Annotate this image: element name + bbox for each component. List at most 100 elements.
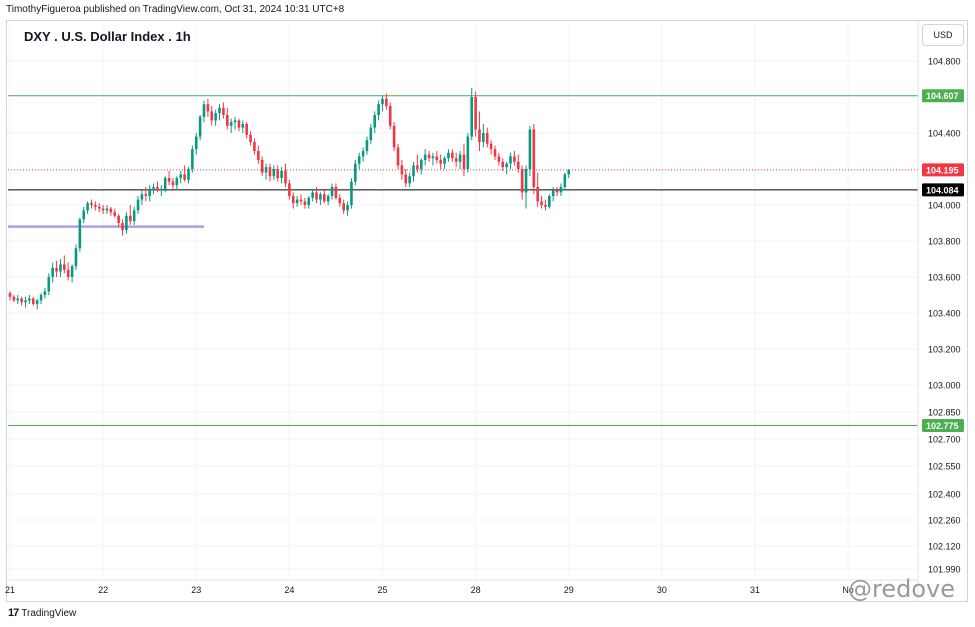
price-label-text: 104.607 — [926, 91, 959, 101]
candle-body — [392, 125, 396, 148]
price-tick-label: 103.600 — [928, 273, 961, 283]
candle-body — [361, 151, 365, 157]
candle-body — [39, 295, 43, 301]
candle-body — [431, 156, 435, 159]
candle-body — [319, 194, 322, 200]
candle-body — [291, 196, 295, 204]
candle-body — [439, 160, 442, 164]
candle-body — [474, 97, 477, 130]
candle-body — [225, 115, 229, 126]
candle-body — [342, 203, 345, 211]
candle-body — [206, 104, 210, 112]
candle-body — [160, 188, 163, 191]
candle-body — [559, 187, 563, 193]
candle-body — [237, 120, 241, 128]
time-tick-label: 25 — [377, 585, 387, 595]
candle-body — [388, 106, 392, 126]
candle-body — [35, 300, 39, 304]
candle-body — [94, 205, 97, 207]
price-tick-label: 101.990 — [928, 565, 961, 575]
candle-body — [563, 174, 567, 187]
candle-body — [218, 107, 221, 114]
candle-body — [299, 199, 303, 202]
candle-body — [101, 208, 105, 211]
candle-body — [295, 199, 299, 204]
candle-body — [132, 210, 136, 222]
time-tick-label: 29 — [564, 585, 574, 595]
watermark: @redove — [848, 575, 955, 603]
candle-body — [249, 134, 252, 142]
candle-body — [497, 156, 501, 162]
candle-body — [373, 115, 377, 128]
chart-frame — [6, 20, 968, 602]
candle-body — [322, 194, 326, 202]
candle-body — [43, 291, 47, 295]
candle-body — [187, 169, 190, 180]
candle-body — [51, 268, 54, 277]
time-tick-label: 21 — [5, 585, 15, 595]
price-tick-label: 102.120 — [928, 542, 961, 552]
candle-body — [12, 296, 16, 301]
candle-body — [183, 174, 186, 180]
price-tick-label: 103.200 — [928, 345, 961, 355]
candle-body — [516, 161, 520, 169]
candle-body — [369, 127, 373, 141]
candle-body — [144, 194, 148, 196]
candle-body — [90, 203, 93, 205]
candle-body — [8, 293, 12, 297]
candle-body — [485, 133, 489, 144]
candle-body — [117, 215, 120, 223]
price-tick-label: 104.400 — [928, 129, 961, 139]
candle-body — [97, 206, 101, 209]
candle-body — [350, 181, 353, 205]
candle-body — [113, 212, 117, 216]
candle-body — [555, 190, 559, 193]
candle-body — [427, 154, 431, 159]
candle-body — [435, 156, 439, 160]
candle-body — [509, 156, 512, 164]
price-label-text: 104.084 — [926, 185, 959, 195]
price-labels: 104.607 104.195 104.084 102.775 — [922, 89, 964, 432]
candle-body — [470, 97, 474, 137]
candle-body — [74, 248, 78, 267]
price-tick-label: 102.400 — [928, 490, 961, 500]
brand-text: TradingView — [21, 607, 77, 619]
currency-selector[interactable]: USD — [922, 24, 964, 46]
time-tick-label: 30 — [657, 585, 667, 595]
candle-body — [121, 223, 124, 231]
candle-body — [78, 219, 82, 249]
price-label-box — [922, 419, 964, 432]
candle-body — [156, 187, 159, 191]
price-tick-label: 103.000 — [928, 381, 961, 391]
candle-body — [86, 203, 89, 211]
candle-body — [152, 187, 155, 189]
candle-body — [419, 160, 423, 169]
candle-body — [128, 215, 132, 222]
price-label-text: 104.195 — [926, 165, 959, 175]
candle-body — [536, 187, 539, 202]
candle-body — [202, 104, 206, 117]
tradingview-logo-icon: 17 — [8, 607, 19, 619]
candle-body — [396, 147, 400, 166]
candle-body — [400, 165, 404, 175]
candle-body — [268, 167, 272, 177]
candle-body — [532, 129, 536, 187]
time-tick-label: 31 — [750, 585, 760, 595]
candle-body — [447, 152, 450, 159]
price-tick-label: 102.700 — [928, 435, 961, 445]
price-tick-label: 103.800 — [928, 237, 961, 247]
candle-body — [288, 183, 291, 196]
price-label-box — [922, 163, 964, 177]
candle-body — [148, 188, 151, 196]
candle-body — [20, 298, 23, 303]
candle-body — [260, 160, 264, 173]
candle-body — [443, 158, 446, 164]
candle-body — [365, 140, 369, 151]
chart-title: DXY . U.S. Dollar Index . 1h — [24, 29, 191, 44]
publisher-line: TimothyFigueroa published on TradingView… — [6, 4, 345, 15]
candle-body — [82, 210, 86, 220]
candle-body — [136, 199, 140, 211]
candle-body — [210, 111, 214, 121]
tradingview-brand[interactable]: 17 TradingView — [8, 607, 76, 619]
